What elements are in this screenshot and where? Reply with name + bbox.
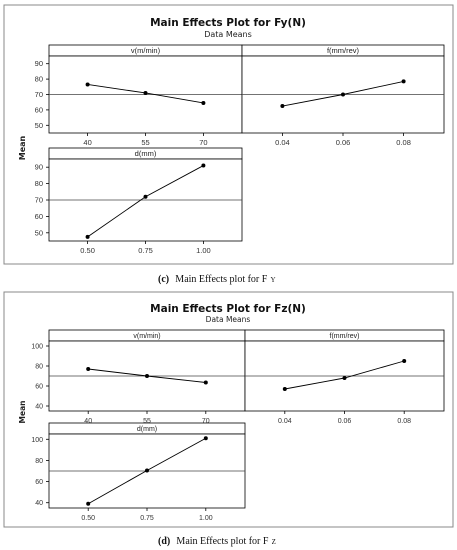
y-tick-label: 70 — [35, 90, 43, 99]
x-tick-label: 55 — [143, 418, 151, 425]
fig1-panel2: d(mm) 40 60 80 100 0.50 0.75 1.00 — [31, 422, 246, 522]
y-tick-label: 80 — [35, 75, 43, 84]
y-tick-label: 60 — [35, 384, 43, 391]
figure-c-y-axis-label: Mean — [18, 135, 27, 160]
x-tick-label: 0.06 — [338, 418, 352, 425]
figure-d-plots: v(m/min) 40 60 80 100 40 55 70 f(mm/rev) 0.04 0.06… — [31, 329, 445, 522]
x-tick-label: 0.08 — [396, 138, 411, 147]
x-tick-label: 1.00 — [199, 515, 213, 522]
figure-c-caption-text: Main Effects plot for F — [175, 274, 267, 285]
figure-d-title: Main Effects Plot for Fz(N) — [150, 303, 306, 315]
data-point — [341, 92, 345, 97]
y-tick-label: 60 — [35, 479, 43, 486]
x-tick-label: 70 — [199, 138, 207, 147]
data-point — [145, 374, 149, 378]
figure-c-caption-sub: Y — [271, 276, 276, 284]
data-point — [85, 234, 90, 239]
panel-strip-label: d(mm) — [137, 426, 157, 433]
panel-strip-label: f(mm/rev) — [327, 46, 360, 55]
data-point — [85, 82, 90, 87]
fig1-panel1: f(mm/rev) 0.04 0.06 0.08 — [244, 329, 445, 425]
x-tick-label: 40 — [84, 418, 92, 425]
y-tick-label: 40 — [35, 404, 43, 411]
data-point — [201, 163, 206, 168]
data-point — [86, 367, 91, 371]
x-tick-label: 40 — [83, 138, 91, 147]
data-point — [143, 194, 148, 199]
x-tick-label: 0.75 — [140, 515, 154, 522]
figure-d-caption-label: (d) — [158, 536, 170, 547]
x-tick-label: 0.06 — [336, 138, 351, 147]
y-tick-label: 50 — [35, 228, 43, 237]
x-tick-label: 0.50 — [80, 246, 95, 255]
y-tick-label: 100 — [31, 437, 43, 444]
x-tick-label: 0.75 — [138, 246, 153, 255]
y-tick-label: 90 — [35, 59, 43, 68]
figure-d-caption-text: Main Effects plot for F — [176, 536, 268, 547]
y-tick-label: 90 — [35, 163, 43, 172]
y-tick-label: 100 — [31, 344, 43, 351]
x-tick-label: 0.04 — [278, 418, 292, 425]
y-tick-label: 80 — [35, 179, 43, 188]
figure-c-caption-label: (c) — [158, 274, 169, 285]
figure-d-caption-sub: Z — [272, 538, 276, 546]
fig0-panel0: v(m/min) 50 60 70 80 90 40 55 70 — [35, 44, 243, 147]
fig0-panel1: f(mm/rev) 0.04 0.06 0.08 — [241, 44, 445, 147]
x-tick-label: 1.00 — [196, 246, 211, 255]
panel-strip-label: d(mm) — [135, 149, 157, 158]
y-tick-label: 80 — [35, 364, 43, 371]
figure-d-subtitle: Data Means — [206, 315, 251, 324]
data-point — [282, 387, 287, 391]
y-tick-label: 60 — [35, 105, 43, 114]
panel-strip-label: v(m/min) — [133, 333, 160, 340]
data-point — [145, 468, 149, 473]
data-point — [86, 501, 91, 506]
data-point — [201, 100, 206, 105]
fig0-panel2: d(mm) 50 60 70 80 90 0.50 0.75 1.00 — [35, 147, 243, 255]
figure-c-title: Main Effects Plot for Fy(N) — [150, 17, 306, 29]
y-tick-label: 70 — [35, 196, 43, 205]
data-point — [203, 380, 208, 385]
data-point — [402, 359, 407, 363]
data-point — [203, 436, 208, 441]
y-tick-label: 60 — [35, 212, 43, 221]
panel-strip-label: v(m/min) — [131, 46, 161, 55]
panel-strip-label: f(mm/rev) — [330, 333, 360, 340]
fig1-panel0: v(m/min) 40 60 80 100 40 55 70 — [31, 329, 246, 425]
figure-c-plots: v(m/min) 50 60 70 80 90 40 55 70 f(mm/rev) 0.04 0.0… — [35, 44, 445, 255]
x-tick-label: 0.04 — [275, 138, 290, 147]
x-tick-label: 0.50 — [81, 515, 95, 522]
data-point — [143, 90, 148, 95]
figure-d-y-axis-label: Mean — [18, 401, 27, 424]
y-tick-label: 40 — [35, 500, 43, 507]
figure-d-caption: (d) Main Effects plot for F Z — [158, 536, 276, 547]
x-tick-label: 55 — [141, 138, 149, 147]
data-point — [401, 79, 406, 84]
figure-c-subtitle: Data Means — [204, 30, 252, 39]
data-point — [342, 376, 347, 380]
y-tick-label: 50 — [35, 121, 43, 130]
data-point — [280, 104, 285, 109]
y-tick-label: 80 — [35, 458, 43, 465]
x-tick-label: 0.08 — [397, 418, 411, 425]
x-tick-label: 70 — [202, 418, 210, 425]
figure-c-caption: (c) Main Effects plot for F Y — [158, 274, 276, 285]
